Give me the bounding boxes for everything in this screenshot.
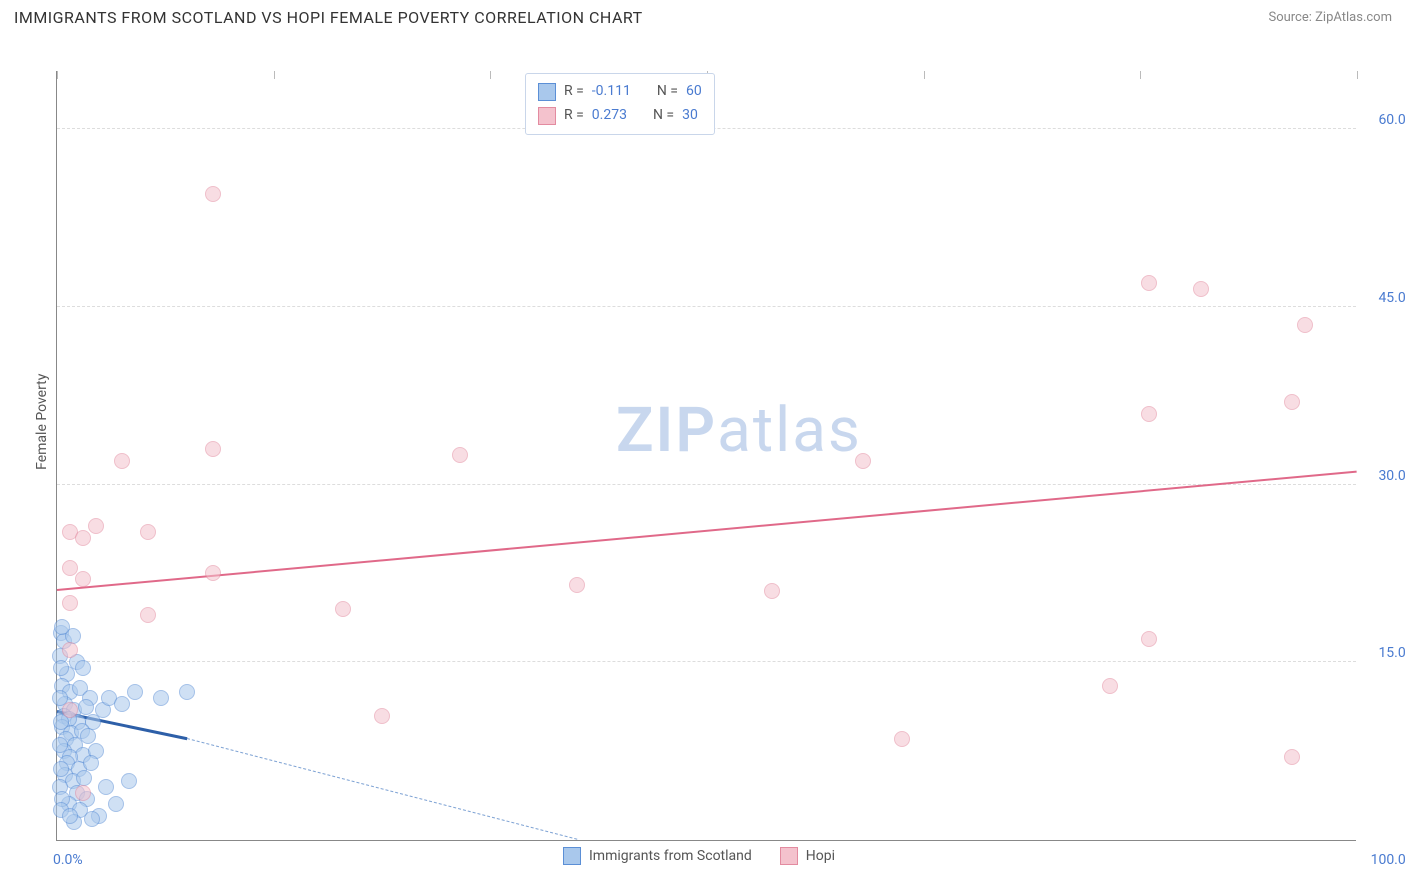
scatter-point — [205, 565, 221, 581]
tick-vertical — [924, 71, 925, 79]
trend-line — [57, 471, 1357, 591]
stats-row: R = -0.111 N = 60 — [538, 80, 702, 104]
ytick-label: 45.0% — [1378, 290, 1406, 306]
scatter-point — [179, 684, 195, 700]
series-legend: Immigrants from Scotland Hopi — [563, 847, 835, 865]
page-title: IMMIGRANTS FROM SCOTLAND VS HOPI FEMALE … — [14, 8, 643, 27]
r-value: 0.273 — [592, 104, 627, 128]
legend-swatch — [538, 83, 556, 101]
r-label: R = — [564, 104, 584, 128]
scatter-point — [75, 660, 91, 676]
scatter-point — [1193, 281, 1209, 297]
n-value: 30 — [682, 104, 698, 128]
scatter-point — [53, 761, 69, 777]
scatter-point — [53, 660, 69, 676]
scatter-point — [1141, 275, 1157, 291]
scatter-point — [62, 702, 78, 718]
xtick-label: 0.0% — [53, 852, 83, 868]
xtick-label: 100.0% — [1371, 852, 1406, 868]
legend-label: Hopi — [806, 848, 835, 864]
tick-vertical — [1140, 71, 1141, 79]
n-label: N = — [653, 104, 674, 128]
stats-row: R = 0.273 N = 30 — [538, 104, 702, 128]
scatter-point — [1284, 749, 1300, 765]
n-value: 60 — [686, 80, 702, 104]
gridline-horizontal — [57, 661, 1356, 662]
scatter-point — [108, 796, 124, 812]
legend-item: Immigrants from Scotland — [563, 847, 752, 865]
scatter-point — [83, 755, 99, 771]
scatter-point — [62, 642, 78, 658]
r-label: R = — [564, 80, 584, 104]
plot-area: 15.0%30.0%45.0%60.0%0.0%100.0%ZIPatlasR … — [56, 71, 1356, 841]
legend-swatch — [538, 107, 556, 125]
scatter-point — [84, 811, 100, 827]
legend-swatch — [780, 847, 798, 865]
r-value: -0.111 — [592, 80, 631, 104]
scatter-point — [1102, 678, 1118, 694]
scatter-point — [62, 560, 78, 576]
scatter-point — [140, 607, 156, 623]
tick-vertical — [490, 71, 491, 79]
scatter-point — [374, 708, 390, 724]
legend-item: Hopi — [780, 847, 835, 865]
source-label: Source: ZipAtlas.com — [1268, 10, 1392, 25]
ytick-label: 15.0% — [1378, 645, 1406, 661]
scatter-point — [205, 186, 221, 202]
ytick-label: 30.0% — [1378, 468, 1406, 484]
ytick-label: 60.0% — [1378, 112, 1406, 128]
scatter-point — [114, 453, 130, 469]
stats-legend: R =-0.111N =60R =0.273N =30 — [525, 73, 715, 135]
n-label: N = — [657, 80, 678, 104]
scatter-point — [75, 530, 91, 546]
scatter-point — [88, 518, 104, 534]
scatter-point — [114, 696, 130, 712]
gridline-horizontal — [57, 484, 1356, 485]
scatter-point — [54, 619, 70, 635]
scatter-point — [121, 773, 137, 789]
legend-label: Immigrants from Scotland — [589, 848, 752, 864]
scatter-point — [140, 524, 156, 540]
scatter-point — [1141, 631, 1157, 647]
scatter-point — [62, 808, 78, 824]
scatter-point — [205, 441, 221, 457]
scatter-point — [75, 785, 91, 801]
scatter-point — [894, 731, 910, 747]
scatter-point — [855, 453, 871, 469]
scatter-point — [1284, 394, 1300, 410]
scatter-point — [452, 447, 468, 463]
correlation-chart: 15.0%30.0%45.0%60.0%0.0%100.0%ZIPatlasR … — [14, 31, 1394, 871]
scatter-point — [75, 571, 91, 587]
scatter-point — [98, 779, 114, 795]
scatter-point — [1297, 317, 1313, 333]
scatter-point — [335, 601, 351, 617]
scatter-point — [52, 737, 68, 753]
header: IMMIGRANTS FROM SCOTLAND VS HOPI FEMALE … — [0, 0, 1406, 31]
scatter-point — [153, 690, 169, 706]
scatter-point — [127, 684, 143, 700]
watermark: ZIPatlas — [616, 394, 862, 467]
scatter-point — [62, 595, 78, 611]
y-axis-label: Female Poverty — [34, 373, 50, 469]
gridline-horizontal — [57, 306, 1356, 307]
scatter-point — [1141, 406, 1157, 422]
legend-swatch — [563, 847, 581, 865]
scatter-point — [569, 577, 585, 593]
tick-vertical — [1357, 71, 1358, 79]
tick-vertical — [57, 71, 58, 79]
scatter-point — [764, 583, 780, 599]
tick-vertical — [274, 71, 275, 79]
trend-line — [187, 738, 577, 840]
